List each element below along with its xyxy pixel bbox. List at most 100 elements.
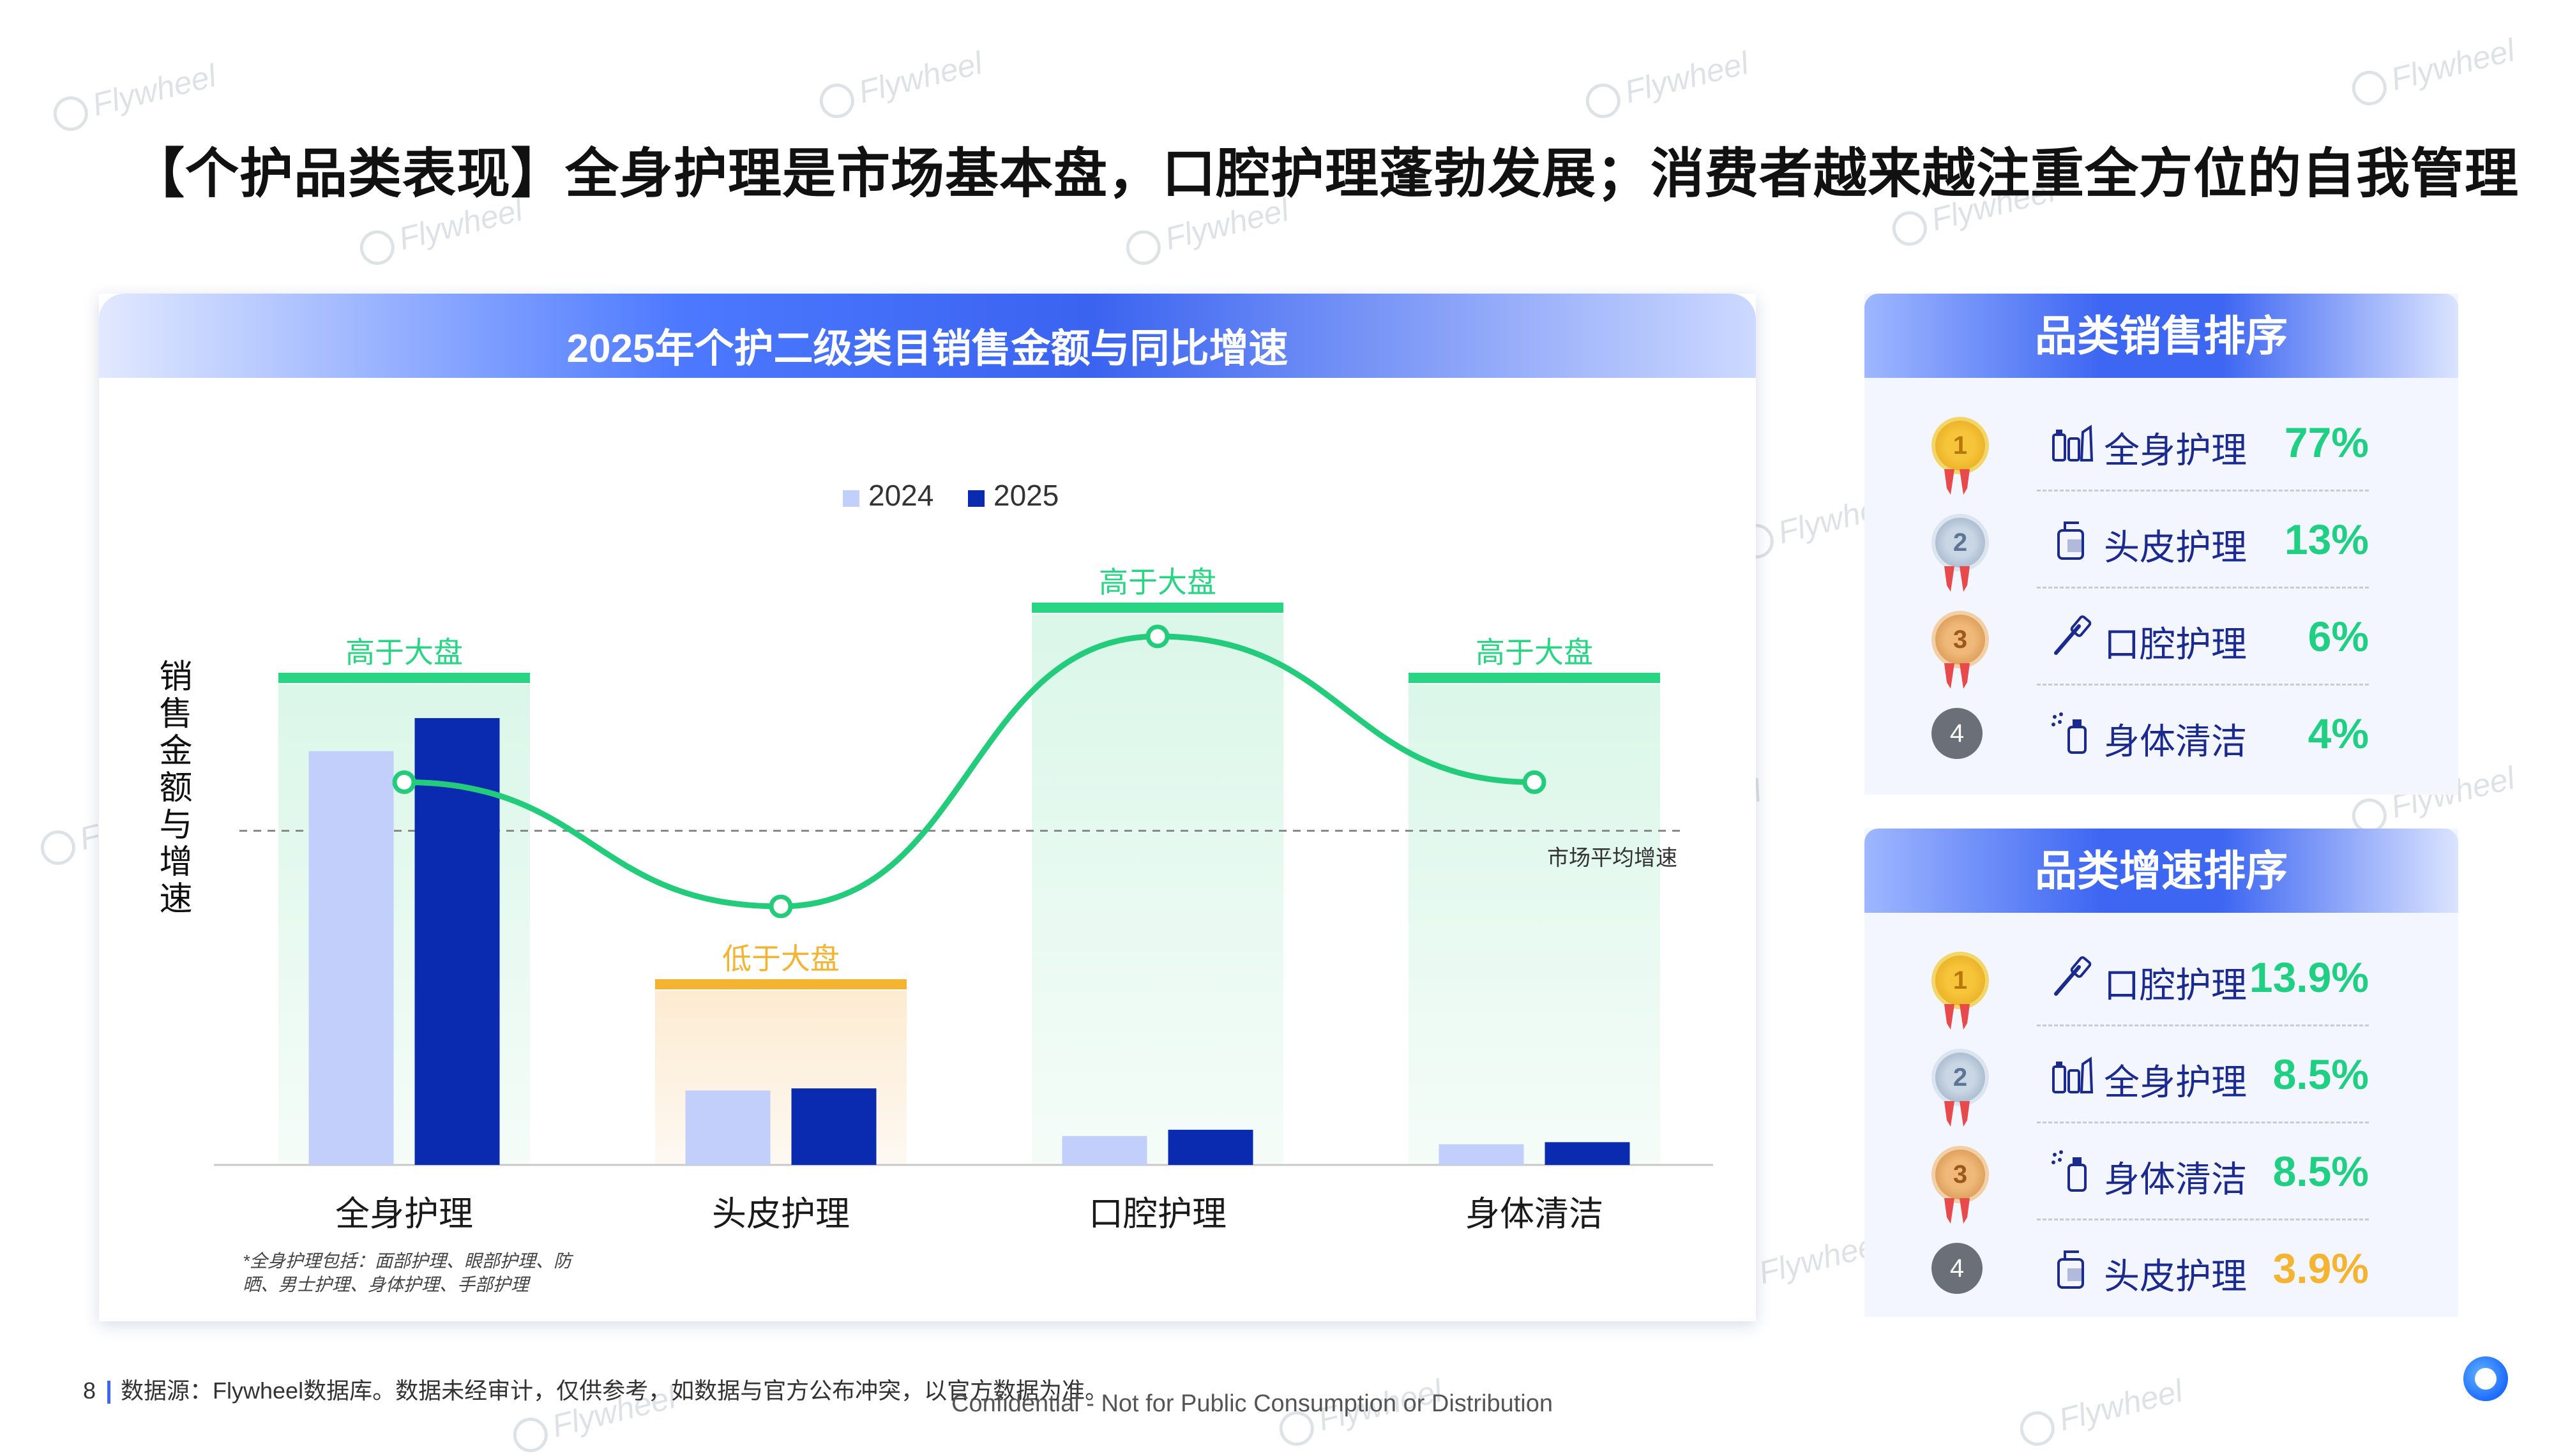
medal-ribbon-icon <box>1942 566 1972 592</box>
category-value: 8.5% <box>2272 1051 2369 1098</box>
spray-icon <box>2050 1148 2094 1193</box>
watermark-text: Flywheel <box>2055 1372 2186 1438</box>
category-name: 口腔护理 <box>2104 965 2247 1005</box>
shampoo-icon <box>2050 1245 2094 1290</box>
x-tick-label: 全身护理 <box>335 1195 473 1233</box>
bar-2025 <box>1545 1142 1630 1165</box>
legend-label: 2025 <box>994 479 1059 512</box>
highlight-bar <box>1409 673 1660 683</box>
chart-footnote: 晒、男士护理、身体护理、手部护理 <box>243 1275 531 1295</box>
highlight-bar <box>278 673 530 683</box>
medal-icon: 1 <box>1931 952 1989 1009</box>
medal-ribbon-icon <box>1942 469 1972 495</box>
category-name: 全身护理 <box>2104 430 2247 470</box>
highlight-bar <box>1032 603 1283 613</box>
medal-icon: 3 <box>1931 1146 1989 1203</box>
growth-rank-title: 品类增速排序 <box>1864 829 2458 913</box>
row-divider <box>2037 684 2369 686</box>
growth-point <box>769 894 793 919</box>
flywheel-watermark: Flywheel <box>2348 31 2519 109</box>
medal-icon: 2 <box>1931 514 1989 571</box>
highlight-panel <box>1032 614 1283 1165</box>
highlight-label: 高于大盘 <box>345 636 463 669</box>
bar-2025 <box>1168 1129 1253 1165</box>
row-divider <box>2037 587 2369 589</box>
medal-icon: 3 <box>1931 611 1989 668</box>
rank-number-badge: 4 <box>1931 1243 1983 1294</box>
flywheel-watermark: Flywheel <box>2016 1372 2187 1450</box>
source-note: 8 数据源：Flywheel数据库。数据未经审计，仅供参考，如数据与官方公布冲突，… <box>83 1372 1108 1406</box>
page-headline: 【个护品类表现】全身护理是市场基本盘，口腔护理蓬勃发展；消费者越来越注重全方位的… <box>131 144 2520 204</box>
bar-2024 <box>1439 1144 1524 1165</box>
watermark-logo-icon <box>50 93 92 135</box>
medal-ribbon-icon <box>1942 663 1972 689</box>
rank-number-badge: 4 <box>1931 708 1983 759</box>
category-value: 77% <box>2284 419 2369 466</box>
rank-row: 2 全身护理 8.5% <box>1864 1037 2458 1133</box>
category-name: 头皮护理 <box>2104 527 2247 567</box>
x-tick-label: 身体清洁 <box>1465 1195 1603 1233</box>
category-name: 全身护理 <box>2104 1062 2247 1102</box>
medal-ribbon-icon <box>1942 1198 1972 1224</box>
source-text: 数据源：Flywheel数据库。数据未经审计，仅供参考，如数据与官方公布冲突，以… <box>121 1377 1108 1404</box>
growth-rank-panel: 品类增速排序 1 口腔护理 13.9% 2 全身护理 8.5% 3 身体清洁 8.5% 4 头皮护理… <box>1864 829 2458 1317</box>
growth-point <box>1522 770 1546 794</box>
category-value: 8.5% <box>2272 1148 2369 1195</box>
legend-label: 2024 <box>868 479 933 512</box>
rank-row: 1 口腔护理 13.9% <box>1864 940 2458 1036</box>
rank-row: 2 头皮护理 13% <box>1864 502 2458 598</box>
bar-2025 <box>791 1088 877 1165</box>
spray-icon <box>2050 710 2094 755</box>
watermark-logo-icon <box>1889 207 1931 250</box>
watermark-logo-icon <box>37 827 79 869</box>
growth-point <box>1145 624 1170 649</box>
growth-line <box>404 633 1535 910</box>
watermark-text: Flywheel <box>1621 45 1752 110</box>
bar-2024 <box>685 1090 771 1165</box>
medal-ribbon-icon <box>1942 1004 1972 1030</box>
row-divider <box>2037 1219 2369 1220</box>
toothbrush-icon <box>2050 954 2094 999</box>
watermark-logo-icon <box>1582 80 1624 122</box>
legend-swatch <box>843 490 859 507</box>
sales-rank-title: 品类销售排序 <box>1864 294 2458 378</box>
highlight-label: 高于大盘 <box>1099 566 1216 599</box>
x-tick-label: 口腔护理 <box>1089 1195 1227 1233</box>
category-name: 口腔护理 <box>2104 624 2247 664</box>
bar-2024 <box>1062 1136 1147 1165</box>
row-divider <box>2037 1024 2369 1026</box>
watermark-text: Flywheel <box>88 57 220 123</box>
category-value: 3.9% <box>2272 1245 2369 1292</box>
category-name: 身体清洁 <box>2104 721 2247 762</box>
rank-row: 4 头皮护理 3.9% <box>1864 1231 2458 1327</box>
watermark-logo-icon <box>356 227 398 269</box>
medal-icon: 1 <box>1931 417 1989 474</box>
toothbrush-icon <box>2050 613 2094 658</box>
category-value: 6% <box>2308 613 2369 660</box>
legend-swatch <box>968 490 985 507</box>
category-value: 13.9% <box>2249 954 2369 1001</box>
market-average-label: 市场平均增速 <box>1547 846 1677 871</box>
watermark-logo-icon <box>816 80 858 122</box>
watermark-text: Flywheel <box>2387 32 2518 98</box>
flywheel-logo-icon <box>2463 1356 2508 1401</box>
chart-title: 2025年个护二级类目销售金额与同比增速 <box>566 327 1288 371</box>
rank-row: 1 全身护理 77% <box>1864 405 2458 501</box>
category-name: 头皮护理 <box>2104 1256 2247 1296</box>
row-divider <box>2037 1122 2369 1123</box>
flywheel-watermark: Flywheel <box>815 44 986 122</box>
highlight-label: 低于大盘 <box>722 942 840 975</box>
watermark-logo-icon <box>2348 67 2391 109</box>
rank-row: 4 身体清洁 4% <box>1864 696 2458 792</box>
category-name: 身体清洁 <box>2104 1159 2247 1199</box>
flywheel-watermark: Flywheel <box>49 57 220 135</box>
y-axis-label: 销售金额与增速 <box>154 659 192 918</box>
category-value: 13% <box>2284 516 2369 563</box>
chart-header-bar <box>99 294 1756 378</box>
bar-2024 <box>308 751 394 1165</box>
medal-icon: 2 <box>1931 1049 1989 1106</box>
page-number: 8 <box>83 1377 96 1404</box>
category-value: 4% <box>2308 710 2369 757</box>
bottles-icon <box>2050 1051 2094 1096</box>
